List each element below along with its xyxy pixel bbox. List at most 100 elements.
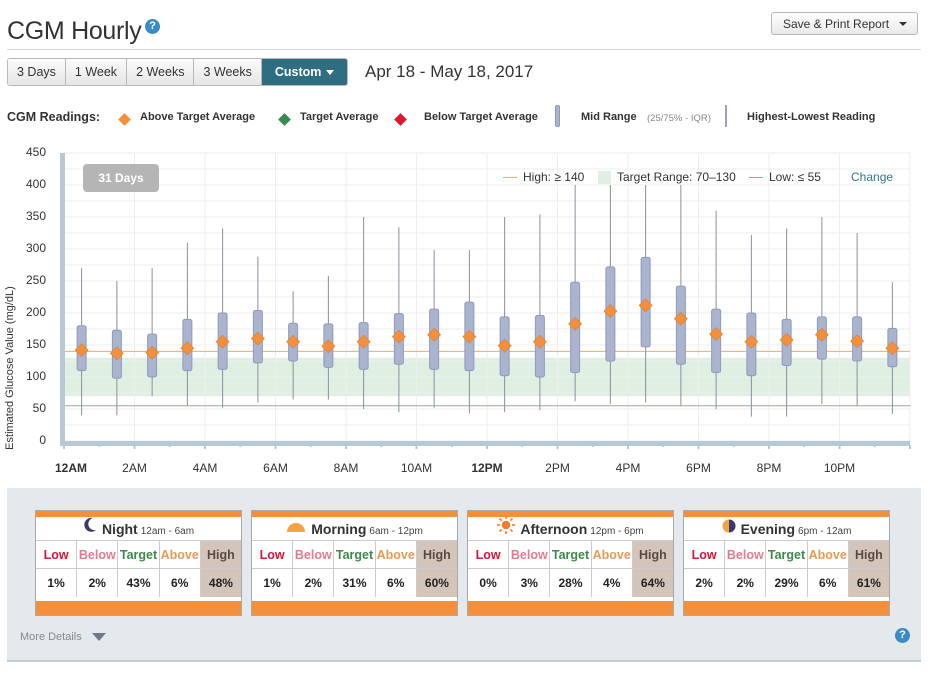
x-tick (415, 445, 418, 449)
iqr-box-hour-22 (852, 316, 863, 362)
x-tick (380, 445, 383, 447)
value-high: 48% (200, 569, 242, 597)
x-tick (168, 445, 171, 447)
header-target: Target (118, 541, 160, 569)
period-card-afternoon: Afternoon 12pm - 6pm Low Below Target Above Hi… (467, 510, 674, 616)
value-high: 64% (632, 569, 674, 597)
date-range-text: Apr 18 - May 18, 2017 (365, 62, 534, 81)
range-3-days-button[interactable]: 3 Days (8, 59, 66, 85)
iqr-box-hour-13 (534, 315, 545, 378)
iqr-box-hour-10 (429, 308, 440, 370)
y-tick-label: 300 (25, 241, 46, 255)
iqr-box-hour-6 (288, 322, 299, 362)
avg-marker-hour-10 (427, 327, 442, 342)
help-icon[interactable]: ? (895, 628, 910, 643)
period-hours: 6pm - 12am (798, 526, 852, 537)
value-above: 4% (592, 569, 633, 597)
legend-below: Below Target Average (424, 111, 538, 123)
below-target-diamond-icon (394, 113, 407, 126)
target-range-band (64, 357, 910, 397)
period-name: Morning (311, 521, 367, 537)
legend-title: CGM Readings: (7, 110, 101, 124)
header-low: Low (684, 541, 726, 569)
value-below: 2% (725, 569, 767, 597)
low-threshold-label: Low: ≤ 55 (769, 170, 821, 184)
range-3-weeks-button[interactable]: 3 Weeks (194, 59, 262, 85)
period-name: Evening (740, 521, 796, 537)
high-threshold-legend: High: ≥ 140 (503, 170, 584, 184)
y-tick-label: 450 (25, 145, 46, 159)
value-low: 2% (684, 569, 726, 597)
value-high: 60% (416, 569, 458, 597)
x-tick (450, 445, 453, 447)
x-tick (768, 445, 770, 449)
help-icon[interactable]: ? (145, 19, 160, 34)
range-2-weeks-button[interactable]: 2 Weeks (127, 59, 195, 85)
header-below: Below (509, 541, 551, 569)
x-tick-label: 6AM (263, 461, 288, 475)
period-header: Afternoon 12pm - 6pm (468, 515, 673, 541)
avg-marker-hour-14 (568, 316, 583, 331)
range-1-week-button[interactable]: 1 Week (65, 59, 128, 85)
change-thresholds-link[interactable]: Change (851, 170, 894, 184)
avg-marker-hour-0 (74, 343, 89, 358)
value-target: 31% (334, 569, 376, 597)
x-tick (204, 445, 206, 449)
low-threshold-legend: Low: ≤ 55 (749, 170, 821, 184)
header-above: Above (807, 541, 849, 569)
card-bottom-bar (684, 601, 889, 615)
y-tick-label: 250 (25, 273, 46, 287)
avg-marker-hour-6 (286, 334, 301, 349)
chevron-down-icon (899, 21, 908, 26)
x-tick-label: 2PM (545, 461, 570, 475)
high-low-bar-icon (725, 105, 727, 127)
save-print-report-button[interactable]: Save & Print Report (771, 12, 918, 35)
period-table-values: 1% 2% 31% 6% 60% (252, 569, 458, 597)
high-threshold-label: High: ≥ 140 (523, 170, 585, 184)
range-custom-button[interactable]: Custom (261, 59, 348, 85)
avg-marker-hour-9 (391, 329, 406, 344)
card-top-bar (252, 511, 457, 517)
x-tick-label: 4PM (615, 461, 641, 475)
header-below: Below (77, 541, 119, 569)
sunrise-icon (286, 516, 306, 540)
iqr-box-hour-18 (711, 308, 722, 374)
avg-marker-hour-21 (814, 327, 829, 342)
header-high: High (632, 541, 674, 569)
iqr-box-hour-17 (675, 285, 686, 365)
header-below: Below (293, 541, 335, 569)
more-details-toggle[interactable]: More Details (20, 631, 106, 643)
x-tick-label: 12PM (471, 461, 503, 475)
x-tick (133, 445, 136, 449)
header-above: Above (591, 541, 633, 569)
x-tick-label: 8PM (756, 461, 782, 475)
period-summary-panel: Night 12am - 6am Low Below Target Above High 1%… (7, 488, 921, 662)
period-table-header: Low Below Target Above High (252, 541, 458, 569)
iqr-box-hour-2 (147, 333, 158, 378)
avg-marker-hour-4 (215, 334, 230, 349)
card-bottom-bar (36, 601, 241, 615)
avg-marker-hour-15 (603, 304, 618, 319)
iqr-box-hour-21 (816, 316, 827, 360)
value-below: 2% (293, 569, 335, 597)
header-target: Target (550, 541, 592, 569)
iqr-box-hour-0 (76, 325, 87, 372)
iqr-box-hour-8 (358, 322, 369, 370)
avg-marker-hour-19 (744, 334, 759, 349)
page-title-text: CGM Hourly (7, 17, 142, 45)
x-tick-label: 6PM (686, 461, 711, 475)
value-above: 6% (376, 569, 417, 597)
period-table-header: Low Below Target Above High (684, 541, 890, 569)
period-table-header: Low Below Target Above High (468, 541, 674, 569)
period-table: Low Below Target Above High 1% 2% 43% 6% 48% (36, 541, 242, 597)
period-header: Evening 6pm - 12am (684, 517, 889, 541)
x-tick (803, 445, 806, 447)
legend-high-low: Highest-Lowest Reading (747, 111, 876, 123)
mid-range-bar-icon (555, 105, 560, 127)
x-tick (486, 445, 488, 449)
y-tick-label: 200 (25, 305, 46, 319)
iqr-box-hour-14 (570, 281, 581, 374)
avg-marker-hour-1 (109, 346, 124, 361)
period-table-header: Low Below Target Above High (36, 541, 242, 569)
x-tick (732, 445, 735, 447)
